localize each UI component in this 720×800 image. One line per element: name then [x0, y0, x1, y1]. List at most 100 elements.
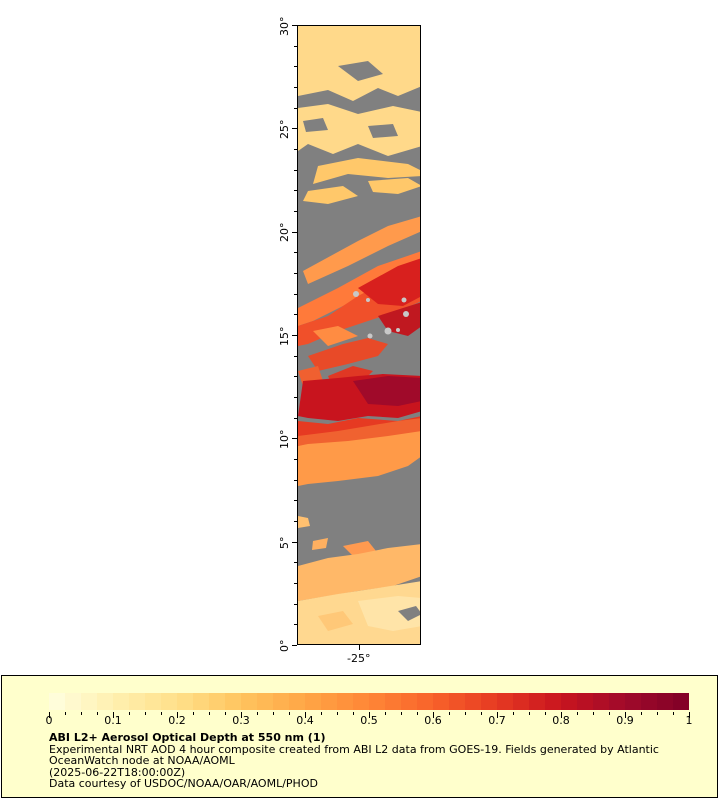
colorbar-tick	[561, 712, 562, 718]
colorbar-tick	[641, 712, 642, 715]
colorbar-segment	[129, 693, 145, 710]
latitude-tick	[294, 397, 297, 398]
colorbar-tick	[209, 712, 210, 715]
colorbar-tick	[401, 712, 402, 715]
latitude-tick	[294, 190, 297, 191]
colorbar-tick	[129, 712, 130, 715]
colorbar-tick	[289, 712, 290, 715]
colorbar-label: 0.7	[488, 714, 506, 727]
colorbar-segment	[193, 693, 209, 710]
colorbar-tick	[577, 712, 578, 715]
colorbar-label: 0	[45, 714, 53, 727]
latitude-tick	[292, 232, 297, 233]
latitude-label: 25°	[278, 119, 291, 140]
aod-gray-patches	[303, 61, 398, 138]
colorbar-tick	[225, 712, 226, 715]
colorbar-segment	[465, 693, 481, 710]
colorbar-tick	[609, 712, 610, 715]
colorbar-segment	[257, 693, 273, 710]
colorbar-segment	[97, 693, 113, 710]
colorbar-tick	[433, 712, 434, 718]
latitude-tick	[294, 149, 297, 150]
colorbar-tick	[625, 712, 626, 718]
latitude-label: 0°	[278, 639, 291, 653]
cape-verde-islands	[353, 291, 409, 339]
colorbar-tick	[593, 712, 594, 715]
latitude-tick	[294, 273, 297, 274]
colorbar-label: 0.3	[232, 714, 250, 727]
colorbar-tick	[257, 712, 258, 715]
colorbar-tick	[305, 712, 306, 718]
colorbar-tick	[657, 712, 658, 715]
colorbar-tick	[193, 712, 194, 715]
colorbar-segment	[401, 693, 417, 710]
colorbar-tick	[673, 712, 674, 715]
colorbar-tick	[417, 712, 418, 715]
colorbar-tick	[145, 712, 146, 715]
colorbar-segment	[65, 693, 81, 710]
legend-text: ABI L2+ Aerosol Optical Depth at 550 nm …	[49, 732, 689, 790]
colorbar-tick	[497, 712, 498, 718]
longitude-label: -25°	[347, 652, 371, 665]
colorbar-tick	[545, 712, 546, 715]
colorbar-label: 1	[685, 714, 693, 727]
aod-orange-block	[298, 418, 420, 486]
colorbar-segment	[145, 693, 161, 710]
colorbar-segment	[577, 693, 593, 710]
legend-panel: 0 0.1 0.2 0.3 0.4 0.5 0.6 0.7 0.8 0.9 1 ABI L2+ Ae…	[1, 675, 718, 798]
latitude-tick	[294, 500, 297, 501]
legend-credit: Data courtesy of USDOC/NOAA/OAR/AOML/PHO…	[49, 777, 318, 790]
colorbar-segment	[369, 693, 385, 710]
colorbar	[49, 693, 689, 710]
colorbar-tick	[161, 712, 162, 715]
latitude-tick	[294, 46, 297, 47]
colorbar-tick	[481, 712, 482, 715]
colorbar-segment	[673, 693, 689, 710]
latitude-tick	[292, 25, 297, 26]
colorbar-segment	[449, 693, 465, 710]
colorbar-tick	[385, 712, 386, 715]
aod-map-image	[298, 26, 420, 644]
latitude-tick	[294, 252, 297, 253]
latitude-tick	[294, 170, 297, 171]
colorbar-label: 0.4	[296, 714, 314, 727]
colorbar-tick	[353, 712, 354, 715]
latitude-tick	[294, 521, 297, 522]
colorbar-segment	[289, 693, 305, 710]
colorbar-segment	[657, 693, 673, 710]
colorbar-tick	[513, 712, 514, 715]
colorbar-segment	[209, 693, 225, 710]
legend-title: ABI L2+ Aerosol Optical Depth at 550 nm …	[49, 731, 326, 744]
colorbar-segment	[641, 693, 657, 710]
colorbar-segment	[609, 693, 625, 710]
latitude-label: 15°	[278, 326, 291, 347]
colorbar-segment	[305, 693, 321, 710]
colorbar-tick	[241, 712, 242, 718]
latitude-tick	[294, 87, 297, 88]
legend-description: Experimental NRT AOD 4 hour composite cr…	[49, 742, 659, 767]
map-panel	[297, 25, 421, 645]
colorbar-tick	[177, 712, 178, 718]
colorbar-segment	[241, 693, 257, 710]
colorbar-tick	[65, 712, 66, 715]
colorbar-tick	[465, 712, 466, 715]
latitude-tick	[294, 108, 297, 109]
latitude-label: 30°	[278, 16, 291, 37]
colorbar-segment	[161, 693, 177, 710]
latitude-tick	[292, 335, 297, 336]
latitude-tick	[294, 66, 297, 67]
colorbar-segment	[49, 693, 65, 710]
latitude-tick	[294, 604, 297, 605]
colorbar-tick	[81, 712, 82, 715]
colorbar-segment	[321, 693, 337, 710]
latitude-label: 5°	[278, 536, 291, 550]
colorbar-segment	[561, 693, 577, 710]
latitude-tick	[292, 438, 297, 439]
colorbar-tick	[321, 712, 322, 715]
colorbar-segment	[113, 693, 129, 710]
latitude-tick	[294, 314, 297, 315]
latitude-tick	[294, 376, 297, 377]
latitude-tick	[294, 480, 297, 481]
colorbar-segment	[177, 693, 193, 710]
colorbar-label: 0.1	[104, 714, 122, 727]
